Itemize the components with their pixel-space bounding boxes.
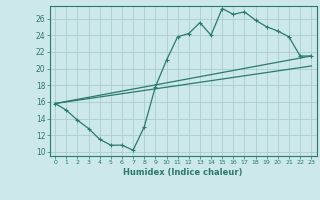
X-axis label: Humidex (Indice chaleur): Humidex (Indice chaleur) — [124, 168, 243, 177]
